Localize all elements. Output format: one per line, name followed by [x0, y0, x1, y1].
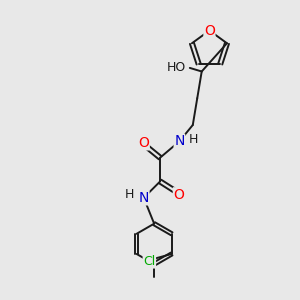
Text: H: H [125, 188, 134, 201]
Text: N: N [139, 191, 149, 205]
Text: HO: HO [167, 61, 186, 74]
Text: O: O [173, 188, 184, 202]
Text: Cl: Cl [143, 255, 155, 268]
Text: H: H [189, 133, 198, 146]
Text: O: O [204, 23, 215, 38]
Text: N: N [174, 134, 184, 148]
Text: O: O [138, 136, 149, 150]
